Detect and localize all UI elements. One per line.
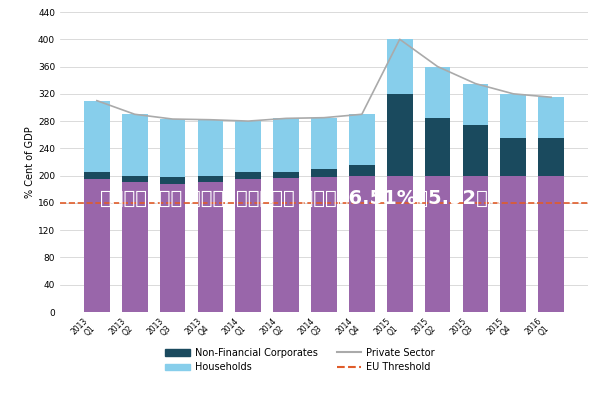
Bar xyxy=(311,169,337,177)
Bar xyxy=(463,124,488,176)
Bar xyxy=(197,182,223,312)
Bar xyxy=(197,176,223,182)
Text: 股票的杠杆原理 脑再生科技盘中异动 股价大跌6.51%报5.92美元: 股票的杠杆原理 脑再生科技盘中异动 股价大跌6.51%报5.92美元 xyxy=(100,188,500,208)
Bar xyxy=(311,177,337,312)
Bar xyxy=(84,172,110,179)
Bar xyxy=(387,176,413,312)
Bar xyxy=(160,119,185,177)
Bar xyxy=(538,97,564,138)
Bar xyxy=(273,172,299,178)
Bar xyxy=(349,114,375,166)
Bar xyxy=(235,172,261,179)
Bar xyxy=(425,118,451,176)
Bar xyxy=(463,176,488,312)
Bar xyxy=(235,121,261,172)
Bar xyxy=(84,101,110,172)
Bar xyxy=(235,179,261,312)
Bar xyxy=(538,138,564,176)
Bar xyxy=(349,166,375,176)
Y-axis label: % Cent of GDP: % Cent of GDP xyxy=(25,126,35,198)
Bar xyxy=(349,176,375,312)
Bar xyxy=(273,178,299,312)
Bar xyxy=(425,176,451,312)
Bar xyxy=(387,94,413,176)
Bar xyxy=(273,118,299,172)
Bar xyxy=(311,118,337,169)
Bar xyxy=(197,120,223,176)
Bar xyxy=(160,184,185,312)
Bar xyxy=(160,177,185,184)
Bar xyxy=(463,84,488,124)
Bar xyxy=(500,94,526,138)
Bar xyxy=(500,138,526,176)
Bar xyxy=(84,179,110,312)
Bar xyxy=(500,176,526,312)
Legend: Non-Financial Corporates, Households, Private Sector, EU Threshold: Non-Financial Corporates, Households, Pr… xyxy=(161,344,439,376)
Bar xyxy=(387,39,413,94)
Bar xyxy=(538,176,564,312)
Bar xyxy=(425,66,451,118)
Bar xyxy=(122,114,148,176)
Bar xyxy=(122,182,148,312)
Bar xyxy=(122,176,148,182)
